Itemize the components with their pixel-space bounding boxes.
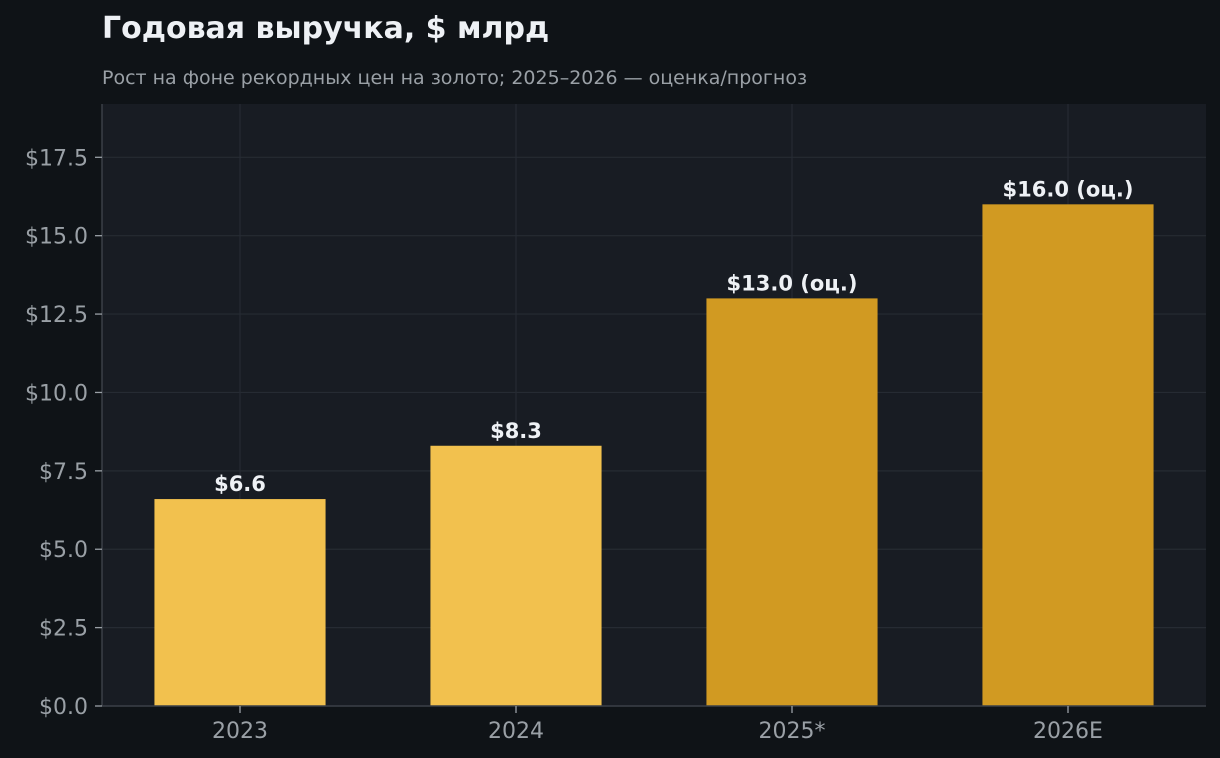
bar-2023 xyxy=(154,499,326,706)
y-tick-label: $0.0 xyxy=(39,695,88,720)
x-tick-label: 2026E xyxy=(1033,719,1103,744)
y-tick-label: $2.5 xyxy=(39,617,88,642)
y-tick-label: $10.0 xyxy=(25,381,88,406)
chart-title: Годовая выручка, $ млрд xyxy=(102,11,549,46)
data-label: $6.6 xyxy=(214,472,266,496)
data-label: $8.3 xyxy=(490,419,542,443)
x-tick-label: 2025* xyxy=(759,719,826,744)
chart-subtitle: Рост на фоне рекордных цен на золото; 20… xyxy=(102,67,807,89)
x-tick-label: 2023 xyxy=(212,719,268,744)
y-tick-label: $15.0 xyxy=(25,225,88,250)
x-tick-label: 2024 xyxy=(488,719,544,744)
data-label: $16.0 (оц.) xyxy=(1003,177,1134,201)
bar-2025 xyxy=(706,298,878,706)
y-tick-label: $12.5 xyxy=(25,303,88,328)
y-tick-label: $17.5 xyxy=(25,146,88,171)
data-label: $13.0 (оц.) xyxy=(727,271,858,295)
plot-area: $6.6 $8.3 $13.0 (оц.) $16.0 (оц.) $0.0 $2.5 $5… xyxy=(25,104,1206,744)
y-tick-label: $7.5 xyxy=(39,460,88,485)
y-tick-label: $5.0 xyxy=(39,538,88,563)
bar-2024 xyxy=(430,445,602,706)
bar-2026E xyxy=(982,204,1154,707)
